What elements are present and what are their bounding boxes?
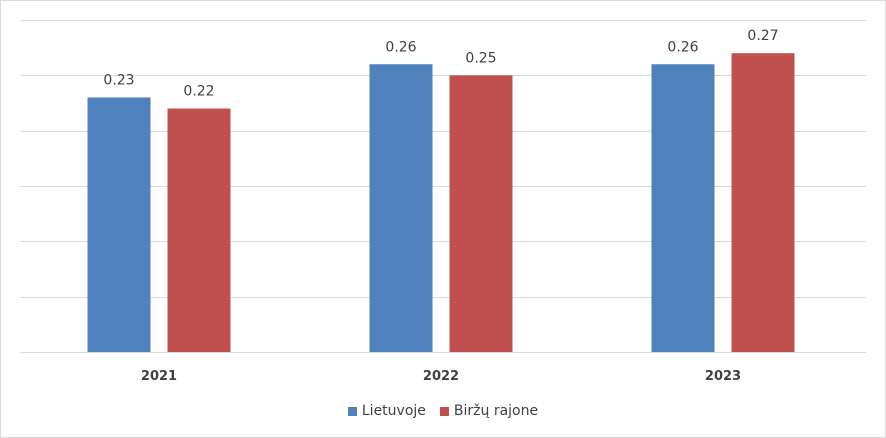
- bar-lietuvoje-2022: [369, 64, 433, 353]
- data-label: 0.25: [465, 50, 496, 66]
- gridlines: [20, 20, 866, 353]
- legend-label-lietuvoje: Lietuvoje: [361, 403, 426, 419]
- category-label-2022: 2022: [423, 369, 459, 384]
- legend-item-lietuvoje: Lietuvoje: [347, 403, 426, 419]
- bar-lietuvoje-2021: [87, 97, 151, 352]
- bar-bir-rajone-2022: [449, 75, 513, 352]
- legend-swatch-lietuvoje: [347, 406, 357, 416]
- data-label: 0.26: [385, 39, 416, 55]
- legend-label-birzu-rajone: Biržų rajone: [453, 403, 539, 419]
- legend-item-birzu-rajone: Biržų rajone: [439, 403, 539, 419]
- category-labels: 2021 2022 2023: [141, 369, 741, 384]
- category-label-2023: 2023: [705, 369, 741, 384]
- bars: [87, 53, 795, 353]
- data-labels: 0.23 0.22 0.26 0.25 0.26 0.27: [103, 28, 778, 99]
- data-label: 0.26: [667, 39, 698, 55]
- category-label-2021: 2021: [141, 369, 177, 384]
- bar-bir-rajone-2021: [167, 108, 231, 353]
- bar-bir-rajone-2023: [731, 53, 795, 352]
- data-label: 0.27: [747, 28, 778, 44]
- legend-swatch-birzu-rajone: [439, 406, 449, 416]
- bar-lietuvoje-2023: [651, 64, 715, 353]
- legend: Lietuvoje Biržų rajone: [0, 401, 886, 421]
- data-label: 0.22: [183, 84, 214, 100]
- data-label: 0.23: [103, 72, 134, 88]
